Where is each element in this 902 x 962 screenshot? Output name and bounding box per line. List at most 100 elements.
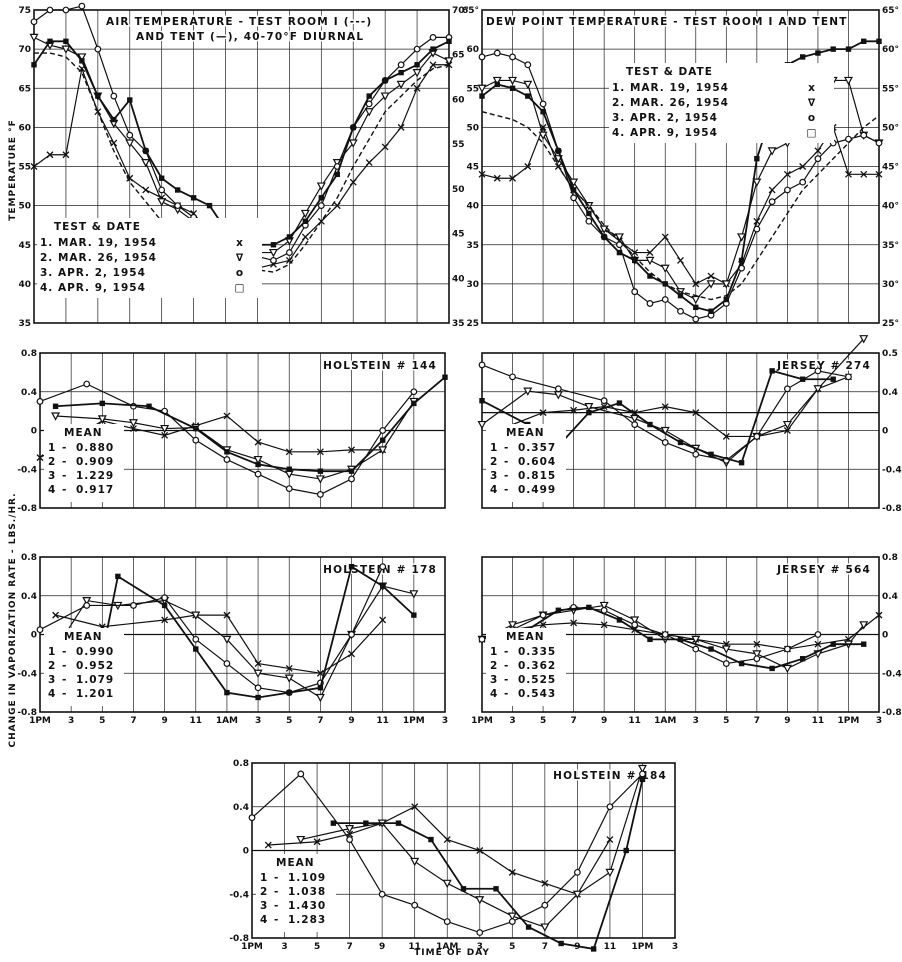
data-point (349, 178, 357, 186)
data-point (158, 175, 165, 181)
legend-marker: x (236, 237, 244, 249)
data-point (738, 257, 745, 264)
x-tick: 5 (509, 942, 515, 952)
mean-dash: - (504, 688, 509, 700)
mean-index: 1 (490, 442, 498, 454)
data-point (412, 69, 422, 78)
data-point (586, 604, 592, 611)
data-point (224, 449, 230, 455)
y-tick-left: 0 (31, 631, 37, 641)
legend-entry: 2. MAR. 26, 1954 (40, 252, 157, 264)
data-point (111, 116, 117, 123)
y-tick-right: 0 (882, 631, 888, 641)
data-point (95, 93, 101, 99)
panel-frame (481, 9, 880, 324)
x-tick: 3 (68, 716, 74, 726)
data-point (475, 896, 485, 905)
data-point (127, 97, 133, 103)
data-point (875, 170, 883, 178)
mean-title: MEAN (64, 631, 103, 643)
data-point (692, 645, 700, 653)
data-point (860, 170, 868, 178)
y-tick-right: 40° (882, 202, 899, 212)
x-tick: 1AM (654, 716, 676, 726)
y-tick-left: 65° (462, 6, 479, 16)
data-point (410, 857, 420, 867)
data-point (476, 847, 484, 854)
y-tick-right: 65° (882, 6, 899, 16)
series-line (481, 606, 819, 665)
data-point (94, 45, 102, 53)
data-point (223, 412, 231, 420)
mean-index: 3 (48, 674, 56, 686)
data-point (395, 820, 402, 826)
data-point (639, 770, 646, 778)
x-axis-label: TIME OF DAY (414, 948, 490, 958)
data-point (126, 174, 134, 182)
data-point (125, 139, 135, 148)
mean-index: 4 (490, 688, 498, 700)
data-point (348, 446, 355, 454)
mean-dash: - (62, 660, 67, 672)
panel-frame (251, 762, 676, 939)
data-point (47, 38, 53, 44)
data-point (30, 163, 38, 170)
mean-dash: - (504, 442, 509, 454)
series-line (39, 383, 415, 496)
data-point (752, 178, 762, 187)
legend-bg (609, 63, 834, 143)
data-point (430, 46, 436, 52)
data-point (616, 241, 623, 249)
data-point (539, 409, 547, 417)
y-tick-right: 65 (452, 51, 465, 61)
data-point (174, 187, 181, 193)
data-point (845, 170, 852, 178)
data-point (660, 426, 670, 436)
data-point (193, 646, 199, 652)
data-point (623, 847, 629, 854)
x-tick: 7 (570, 716, 576, 726)
mean-value: 1.430 (288, 900, 326, 912)
data-point (616, 249, 623, 256)
data-point (348, 631, 355, 638)
mean-dash: - (62, 688, 67, 700)
data-point (254, 660, 262, 668)
y-tick-left: 40 (466, 202, 479, 212)
mean-value: 1.109 (288, 872, 326, 884)
data-point (409, 590, 419, 599)
y-tick-left: 30 (466, 280, 479, 290)
data-point (317, 202, 325, 210)
x-tick: 9 (348, 716, 354, 726)
data-point (345, 825, 355, 834)
mean-index: 1 (48, 442, 56, 454)
y-tick-left: -0.8 (229, 934, 249, 944)
data-point (443, 918, 451, 925)
data-point (509, 373, 516, 381)
data-point (253, 669, 263, 679)
data-point (348, 563, 355, 570)
data-point (255, 461, 261, 468)
data-point (767, 147, 777, 156)
data-point (631, 249, 639, 257)
y-tick-left: 70 (18, 45, 31, 55)
data-point (600, 621, 608, 629)
data-point (99, 400, 106, 407)
data-point (753, 225, 761, 233)
data-point (381, 143, 389, 151)
data-point (160, 424, 170, 434)
data-point (661, 296, 669, 303)
y-tick-left: 50 (466, 123, 479, 133)
chart-title: DEW POINT TEMPERATURE - TEST ROOM I AND … (486, 16, 848, 28)
x-tick: 3 (477, 942, 483, 952)
legend-marker: x (808, 82, 816, 94)
data-point (428, 836, 434, 843)
y-tick-left: 0.8 (21, 349, 37, 359)
data-point (254, 684, 262, 692)
data-point (555, 148, 562, 154)
x-tick: 7 (754, 716, 760, 726)
data-point (62, 6, 70, 14)
data-point (830, 46, 836, 52)
data-point (509, 53, 516, 61)
data-point (382, 77, 388, 84)
